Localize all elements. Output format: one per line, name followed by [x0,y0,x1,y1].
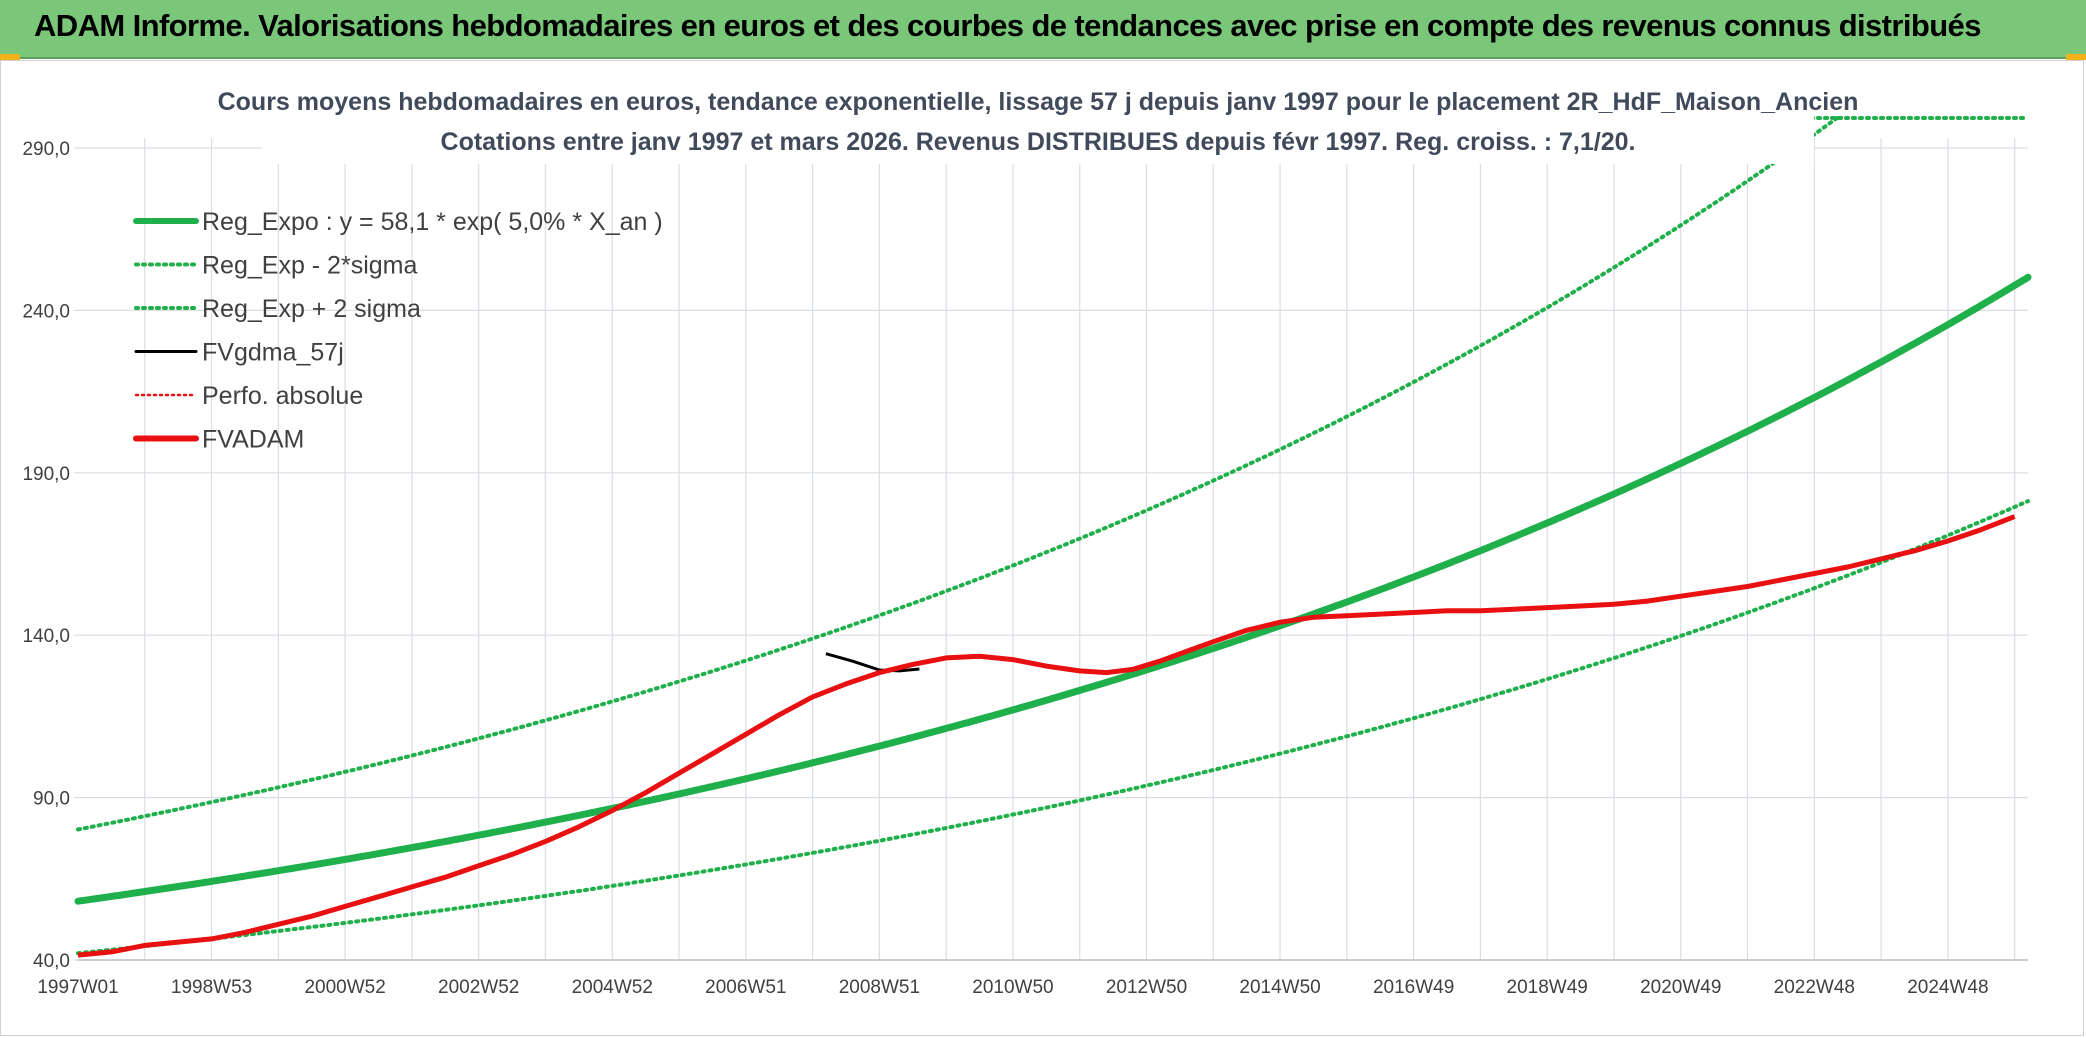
series-fvadam [77,514,2016,958]
x-tick-label: 2018W49 [1507,977,1588,998]
chart-title-block: Cours moyens hebdomadaires en euros, ten… [218,78,1859,164]
banner-title: ADAM Informe. Valorisations hebdomadaire… [34,8,1981,43]
x-tick-label: 2002W52 [438,977,519,998]
x-tick-label: 1997W01 [37,977,118,998]
x-tick-label: 2008W51 [839,977,920,998]
title-banner: ADAM Informe. Valorisations hebdomadaire… [0,0,2086,60]
legend-label: Reg_Exp + 2 sigma [202,295,421,323]
chart-frame [0,60,2084,1036]
x-tick-label: 2012W50 [1106,977,1187,998]
y-tick-label: 140,0 [22,626,70,647]
legend-label: Perfo. absolue [202,382,363,410]
x-tick-label: 2024W48 [1907,977,1988,998]
y-tick-label: 90,0 [33,789,70,810]
chart-title-background [262,78,1814,164]
banner-corner-left [0,54,20,60]
series-reg-exp-minus-2sigma [76,499,2030,956]
legend-label: FVADAM [202,426,304,454]
chart-title-line-2: Cotations entre janv 1997 et mars 2026. … [441,128,1636,156]
x-tick-label: 2020W49 [1640,977,1721,998]
series-reg-exp-plus-2sigma [76,116,1844,832]
x-tick-label: 2016W49 [1373,977,1454,998]
series-reg-expo [74,273,2032,905]
x-tick-label: 1998W53 [171,977,252,998]
banner-corner-right [2066,54,2086,60]
legend-label: FVgdma_57j [202,339,344,367]
axis-layer: 40,0 90,0 140,0 190,0 240,0 290,0 1997W01 1998W… [22,139,2028,998]
x-tick-label: 2014W50 [1239,977,1320,998]
y-tick-label: 290,0 [22,139,70,160]
series-layer [74,116,2032,958]
y-tick-label: 240,0 [22,301,70,322]
x-tick-label: 2000W52 [304,977,385,998]
y-tick-label: 40,0 [33,951,70,972]
series-fvgdma-57j [825,652,920,673]
chart-title-line-1: Cours moyens hebdomadaires en euros, ten… [218,88,1859,116]
x-tick-label: 2010W50 [972,977,1053,998]
legend-label: Reg_Exp - 2*sigma [202,252,417,280]
x-tick-label: 2022W48 [1774,977,1855,998]
x-tick-label: 2006W51 [705,977,786,998]
y-tick-label: 190,0 [22,464,70,485]
x-tick-label: 2004W52 [572,977,653,998]
legend: Reg_Expo : y = 58,1 * exp( 5,0% * X_an )… [133,208,663,454]
legend-label: Reg_Expo : y = 58,1 * exp( 5,0% * X_an ) [202,208,663,236]
